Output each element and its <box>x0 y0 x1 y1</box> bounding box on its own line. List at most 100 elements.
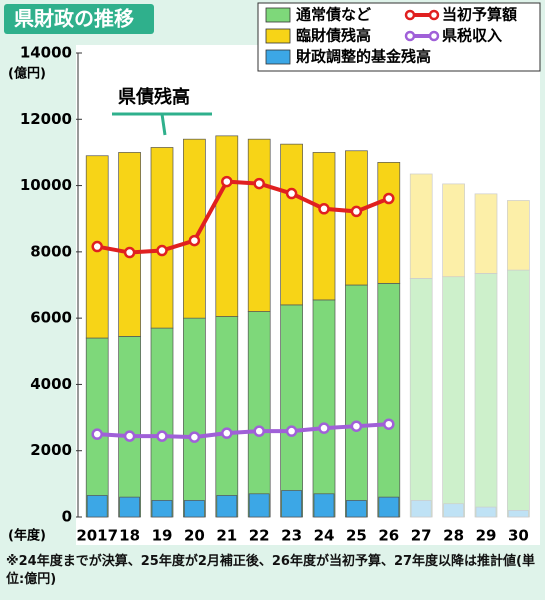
line <box>96 179 390 255</box>
bar <box>410 500 432 518</box>
x-tick-label: 20 <box>184 527 205 545</box>
bar <box>474 273 498 518</box>
bar <box>118 336 141 518</box>
y-axis-label: (億円) <box>8 66 46 82</box>
point <box>383 192 395 205</box>
legend-label: 県税収入 <box>442 27 502 45</box>
y-tick-label: 14000 <box>20 44 72 62</box>
point <box>91 428 103 440</box>
x-tick-label: 22 <box>249 527 270 545</box>
bar <box>247 311 271 518</box>
y-tick-label: 10000 <box>20 176 72 194</box>
x-tick-label: 24 <box>314 527 335 545</box>
x-tick-label: 21 <box>216 527 237 545</box>
y-tick-label: 12000 <box>20 110 72 128</box>
chart-title: 県財政の推移 <box>14 7 134 31</box>
legend-marker <box>428 30 440 42</box>
bar <box>377 282 401 518</box>
bar <box>409 173 433 279</box>
plot-bg <box>76 45 540 545</box>
bar <box>442 276 465 518</box>
bar <box>151 500 173 518</box>
point <box>350 420 363 432</box>
bar <box>119 496 140 518</box>
bar <box>475 506 497 518</box>
point <box>253 425 265 437</box>
point <box>188 431 201 443</box>
bar <box>507 200 530 271</box>
x-tick-label: 23 <box>281 527 302 545</box>
x-tick-label: 2017 <box>76 527 118 545</box>
bar <box>215 135 239 317</box>
bar <box>378 496 400 518</box>
bar <box>442 183 465 278</box>
y-tick-label: 8000 <box>30 242 72 260</box>
y-tick-label: 2000 <box>30 441 72 459</box>
point <box>221 427 233 439</box>
bar <box>508 510 529 518</box>
bar <box>281 490 302 518</box>
x-tick-label: 27 <box>411 527 432 545</box>
x-axis-label: (年度) <box>8 528 46 544</box>
bar <box>150 327 174 518</box>
bar <box>118 152 141 337</box>
legend-marker <box>404 9 416 21</box>
point <box>123 430 136 442</box>
legend-swatch <box>265 49 291 65</box>
bar <box>280 143 303 306</box>
point <box>221 175 233 188</box>
bar <box>345 150 368 286</box>
legend-label: 財政調整的基金残高 <box>295 48 431 66</box>
line <box>97 422 389 440</box>
bar <box>150 147 174 329</box>
point <box>188 234 201 247</box>
bar <box>443 503 464 518</box>
legend-swatch <box>265 28 291 44</box>
x-tick-label: 29 <box>476 527 497 545</box>
bar <box>215 316 239 518</box>
y-tick-label: 6000 <box>30 309 72 327</box>
legend-marker <box>428 9 440 21</box>
y-tick-label: 0 <box>62 508 72 526</box>
footnote: ※24年度までが決算、25年度が2月補正後、26年度が当初予算、27年度以降は推… <box>6 554 535 587</box>
title-box <box>4 4 154 34</box>
bar <box>312 152 336 301</box>
point <box>285 425 298 437</box>
bar <box>409 278 433 518</box>
x-tick-label: 25 <box>346 527 367 545</box>
point <box>350 205 363 218</box>
point <box>91 240 103 253</box>
annotation-line <box>112 112 212 136</box>
point <box>253 177 265 190</box>
x-tick-label: 30 <box>508 527 529 545</box>
bar <box>345 284 368 518</box>
point <box>156 244 168 257</box>
x-tick-label: 19 <box>152 527 173 545</box>
bar <box>183 138 206 319</box>
legend-label: 当初予算額 <box>442 6 517 24</box>
y-tick-label: 4000 <box>30 375 72 393</box>
legend-swatch <box>265 7 291 23</box>
bar <box>346 500 367 518</box>
bar <box>184 500 205 518</box>
point <box>156 430 168 442</box>
bar <box>216 495 238 518</box>
bar <box>280 304 303 518</box>
bar <box>86 495 108 518</box>
legend-box <box>257 2 541 72</box>
annotation: 県債残高 <box>118 86 190 108</box>
bar <box>474 193 498 274</box>
x-tick-label: 28 <box>443 527 464 545</box>
x-tick-label: 26 <box>378 527 399 545</box>
bar <box>312 299 336 518</box>
bar <box>313 493 335 518</box>
x-tick-label: 18 <box>119 527 140 545</box>
bar <box>247 138 271 312</box>
point <box>123 246 136 259</box>
bar <box>248 493 270 518</box>
bar <box>183 317 206 518</box>
legend-label: 通常債など <box>296 6 371 24</box>
point <box>383 418 395 430</box>
